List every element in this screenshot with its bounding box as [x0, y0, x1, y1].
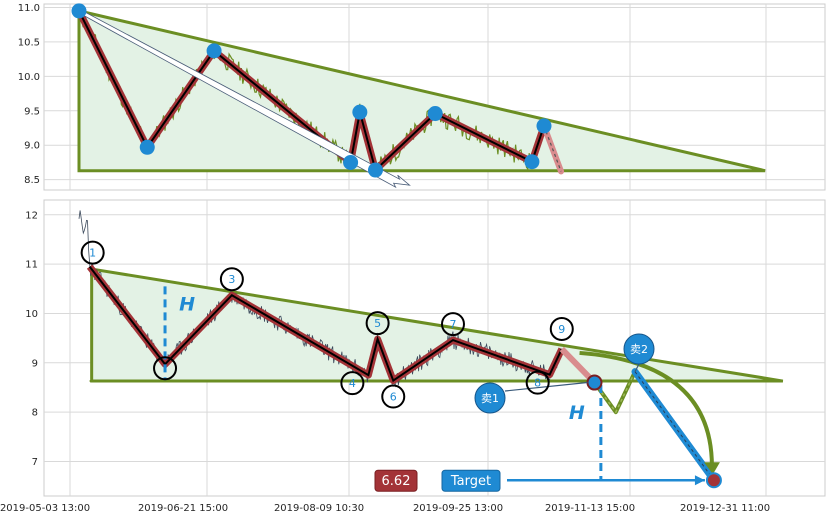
pivot-label-8: 8	[534, 377, 541, 390]
sell1-pointer	[504, 381, 588, 392]
target-label: Target	[450, 474, 491, 489]
top-pivot-marker-7	[524, 154, 540, 170]
pivot-label-3: 3	[228, 273, 235, 286]
pivot-circle-5	[365, 311, 390, 336]
x-tick-label-1: 2019-06-21 15:00	[138, 503, 228, 514]
sell1-label: 卖1	[481, 392, 499, 405]
top-y-tick-label: 10.0	[18, 72, 40, 83]
target-arrow-head	[694, 475, 705, 486]
top-y-tick-label: 11.0	[18, 3, 40, 14]
top-projection-arrow	[78, 8, 411, 189]
bottom-zigzag-line	[88, 265, 563, 383]
top-pivot-marker-1	[139, 139, 155, 155]
sell2-label: 卖2	[630, 343, 648, 356]
bottom-y-tick-label: 9	[32, 358, 38, 369]
pivot-circle-1	[80, 240, 105, 265]
target-marker	[705, 472, 722, 489]
x-tick-label-2: 2019-08-09 10:30	[274, 503, 364, 514]
top-pivot-marker-0	[71, 3, 87, 19]
top-pivot-marker-8	[536, 118, 552, 134]
pivot-circle-4	[340, 371, 365, 396]
top-triangle-pattern	[77, 8, 766, 173]
target-label-box	[441, 469, 501, 492]
x-tick-label-5: 2019-12-31 11:00	[680, 503, 770, 514]
top-y-tick-label: 8.5	[24, 175, 40, 186]
bottom-y-tick-label: 11	[25, 260, 38, 271]
sell2-pointer	[634, 363, 640, 372]
height-label-left: H	[179, 293, 195, 315]
bottom-panel: 2019-05-03 13:00 2019-06-21 15:00 2019-08-…	[0, 199, 826, 514]
pivot-circle-9	[549, 316, 574, 341]
x-tick-label-0: 2019-05-03 13:00	[0, 503, 90, 514]
bottom-triangle-pattern	[90, 267, 784, 383]
bottom-y-tick-label: 12	[25, 210, 38, 221]
top-pivot-marker-2	[206, 43, 222, 59]
target-value-box	[374, 469, 418, 492]
top-pivot-marker-4	[352, 104, 368, 120]
pivot-circle-3	[219, 267, 244, 292]
projection-arrow-dash	[634, 371, 715, 481]
pivot-label-1: 1	[89, 247, 96, 260]
pivot-label-9: 9	[558, 323, 565, 336]
pivot-label-5: 5	[374, 317, 381, 330]
top-y-tick-label: 10.5	[18, 37, 40, 48]
bottom-y-tick-label: 7	[32, 457, 38, 468]
x-tick-label-3: 2019-09-25 13:00	[413, 503, 503, 514]
curved-arrow	[579, 350, 714, 467]
bottom-y-tick-label: 10	[25, 309, 38, 320]
pivot-circle-7	[440, 312, 465, 337]
pivot-circle-2	[153, 356, 178, 381]
bottom-plot-frame	[43, 199, 826, 497]
curved-arrow-head	[703, 462, 720, 475]
bottom-y-tick-label: 8	[32, 408, 38, 419]
sell1-badge	[474, 382, 506, 414]
pivot-label-7: 7	[449, 318, 456, 331]
pivot-circle-6	[381, 384, 406, 409]
sell2-badge	[623, 333, 655, 365]
top-y-tick-label: 9.5	[24, 106, 40, 117]
top-pivot-marker-3	[343, 154, 359, 170]
breakout-marker	[586, 374, 603, 391]
x-tick-label-4: 2019-11-13 15:00	[545, 503, 635, 514]
target-value-label: 6.62	[382, 474, 411, 489]
pivot-label-4: 4	[349, 377, 356, 390]
top-forecast-dash	[543, 125, 562, 172]
pivot-circle-8	[525, 370, 550, 395]
height-label-right: H	[569, 402, 585, 424]
pivot-label-6: 6	[390, 391, 397, 404]
top-pivot-marker-5	[367, 162, 383, 178]
top-plot-frame	[43, 3, 826, 191]
top-pivot-marker-6	[427, 106, 443, 122]
top-panel: 8.5 9.0 9.5 10.0 10.5 11.0	[18, 3, 826, 191]
top-y-tick-label: 9.0	[24, 141, 40, 152]
